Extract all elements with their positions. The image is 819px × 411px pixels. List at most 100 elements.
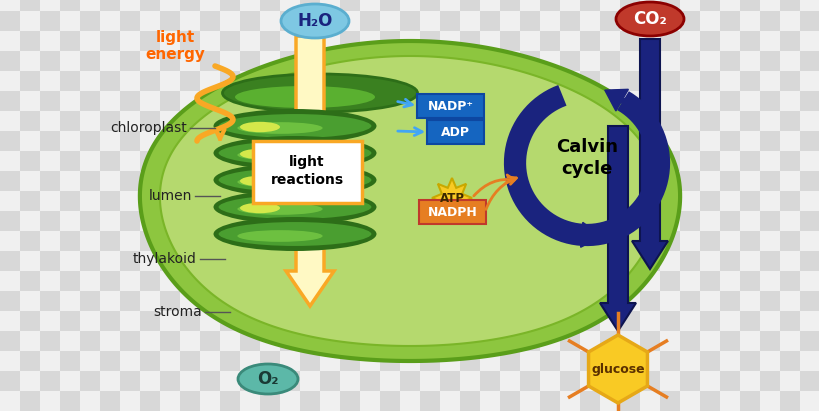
Bar xyxy=(260,71,279,91)
Bar xyxy=(400,0,419,11)
FancyArrow shape xyxy=(631,39,667,269)
Bar xyxy=(799,391,819,411)
Bar xyxy=(419,111,440,131)
Bar xyxy=(319,171,340,191)
Bar xyxy=(279,191,300,211)
Bar xyxy=(0,31,20,51)
Bar xyxy=(540,71,559,91)
Bar xyxy=(459,31,479,51)
Bar xyxy=(379,391,400,411)
Bar xyxy=(759,311,779,331)
Bar xyxy=(479,351,500,371)
Bar xyxy=(219,51,240,71)
Bar xyxy=(600,271,619,291)
Bar xyxy=(260,151,279,171)
Bar xyxy=(779,31,799,51)
Bar xyxy=(699,271,719,291)
Text: O₂: O₂ xyxy=(257,370,278,388)
Bar xyxy=(379,251,400,271)
Bar xyxy=(200,391,219,411)
Bar xyxy=(379,271,400,291)
Bar xyxy=(779,231,799,251)
Text: glucose: glucose xyxy=(590,363,644,376)
Bar xyxy=(340,0,360,11)
Bar xyxy=(719,331,739,351)
Bar xyxy=(160,111,180,131)
Bar xyxy=(100,371,120,391)
Ellipse shape xyxy=(217,113,372,139)
Bar xyxy=(200,71,219,91)
Bar xyxy=(799,311,819,331)
Bar xyxy=(300,31,319,51)
Bar xyxy=(100,211,120,231)
Bar xyxy=(400,151,419,171)
Bar xyxy=(80,271,100,291)
Bar xyxy=(779,171,799,191)
Bar xyxy=(500,71,519,91)
Bar xyxy=(400,211,419,231)
Bar xyxy=(799,11,819,31)
Bar xyxy=(20,371,40,391)
Bar xyxy=(180,71,200,91)
Bar xyxy=(799,131,819,151)
Bar xyxy=(260,391,279,411)
Bar xyxy=(619,211,639,231)
Bar xyxy=(479,151,500,171)
Bar xyxy=(140,251,160,271)
Bar xyxy=(80,171,100,191)
Bar xyxy=(80,51,100,71)
Bar xyxy=(180,211,200,231)
Bar xyxy=(160,331,180,351)
Bar xyxy=(419,271,440,291)
Ellipse shape xyxy=(213,136,376,170)
Bar xyxy=(120,211,140,231)
Bar xyxy=(279,31,300,51)
Bar xyxy=(519,71,540,91)
Bar xyxy=(120,331,140,351)
Bar xyxy=(559,91,579,111)
FancyArrow shape xyxy=(286,36,333,306)
Bar xyxy=(180,11,200,31)
Bar xyxy=(40,291,60,311)
Bar xyxy=(719,231,739,251)
Bar xyxy=(0,271,20,291)
Bar xyxy=(759,211,779,231)
Bar xyxy=(440,391,459,411)
Bar xyxy=(600,91,619,111)
Bar xyxy=(559,271,579,291)
Bar xyxy=(180,91,200,111)
Bar xyxy=(319,391,340,411)
FancyBboxPatch shape xyxy=(427,120,483,144)
Bar xyxy=(799,231,819,251)
Bar xyxy=(0,151,20,171)
Bar xyxy=(180,251,200,271)
Bar xyxy=(300,91,319,111)
Bar xyxy=(360,71,379,91)
Bar xyxy=(240,351,260,371)
Bar xyxy=(120,271,140,291)
Bar xyxy=(659,271,679,291)
Bar xyxy=(639,151,659,171)
Bar xyxy=(80,371,100,391)
Bar xyxy=(419,171,440,191)
Bar xyxy=(519,271,540,291)
Bar xyxy=(300,171,319,191)
Bar xyxy=(719,131,739,151)
Bar xyxy=(719,211,739,231)
Bar xyxy=(519,191,540,211)
Bar xyxy=(759,251,779,271)
Bar xyxy=(200,31,219,51)
Bar xyxy=(400,331,419,351)
Bar xyxy=(719,391,739,411)
Bar xyxy=(379,111,400,131)
Bar xyxy=(160,271,180,291)
Bar xyxy=(180,111,200,131)
Bar xyxy=(440,351,459,371)
Bar xyxy=(559,311,579,331)
Bar xyxy=(639,0,659,11)
Bar xyxy=(80,91,100,111)
Bar xyxy=(659,31,679,51)
Bar xyxy=(619,71,639,91)
Bar xyxy=(160,151,180,171)
Bar xyxy=(300,151,319,171)
